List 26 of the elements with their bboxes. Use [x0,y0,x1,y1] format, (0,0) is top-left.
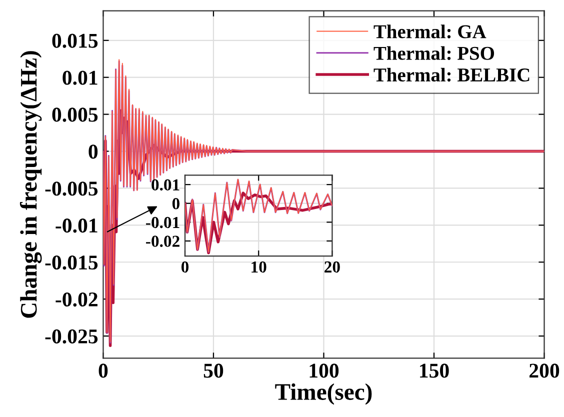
x-axis-title: Time(sec) [275,383,372,405]
y-tick-label: 0.01 [152,179,180,191]
y-tick-label: 0 [172,198,180,210]
y-tick-label: -0.02 [56,292,98,307]
y-tick-label: -0.005 [45,182,98,196]
y-tick-label: 0.005 [52,108,98,122]
legend-label: Thermal: PSO [374,46,494,60]
y-tick-label: -0.015 [45,256,98,270]
y-tick-label: -0.025 [45,329,98,344]
y-tick-label: 0.015 [52,34,98,48]
x-tick-label: 10 [252,261,266,273]
x-tick-label: 150 [420,364,449,378]
y-axis-title: Change in frequency(ΔHz) [20,51,42,318]
y-tick-label: -0.02 [146,236,180,248]
x-tick-label: 100 [310,364,339,378]
x-tick-label: 20 [324,261,340,273]
y-tick-label: 0 [88,144,98,159]
x-tick-label: 0 [98,364,108,378]
x-tick-label: 0 [181,261,189,273]
legend-label: Thermal: GA [374,24,486,38]
legend-label: Thermal: BELBIC [374,68,530,82]
x-tick-label: 200 [530,364,560,378]
y-tick-label: 0.01 [62,70,98,85]
x-tick-label: 50 [204,364,224,378]
y-tick-label: -0.01 [146,216,180,228]
y-tick-label: -0.01 [56,218,98,233]
